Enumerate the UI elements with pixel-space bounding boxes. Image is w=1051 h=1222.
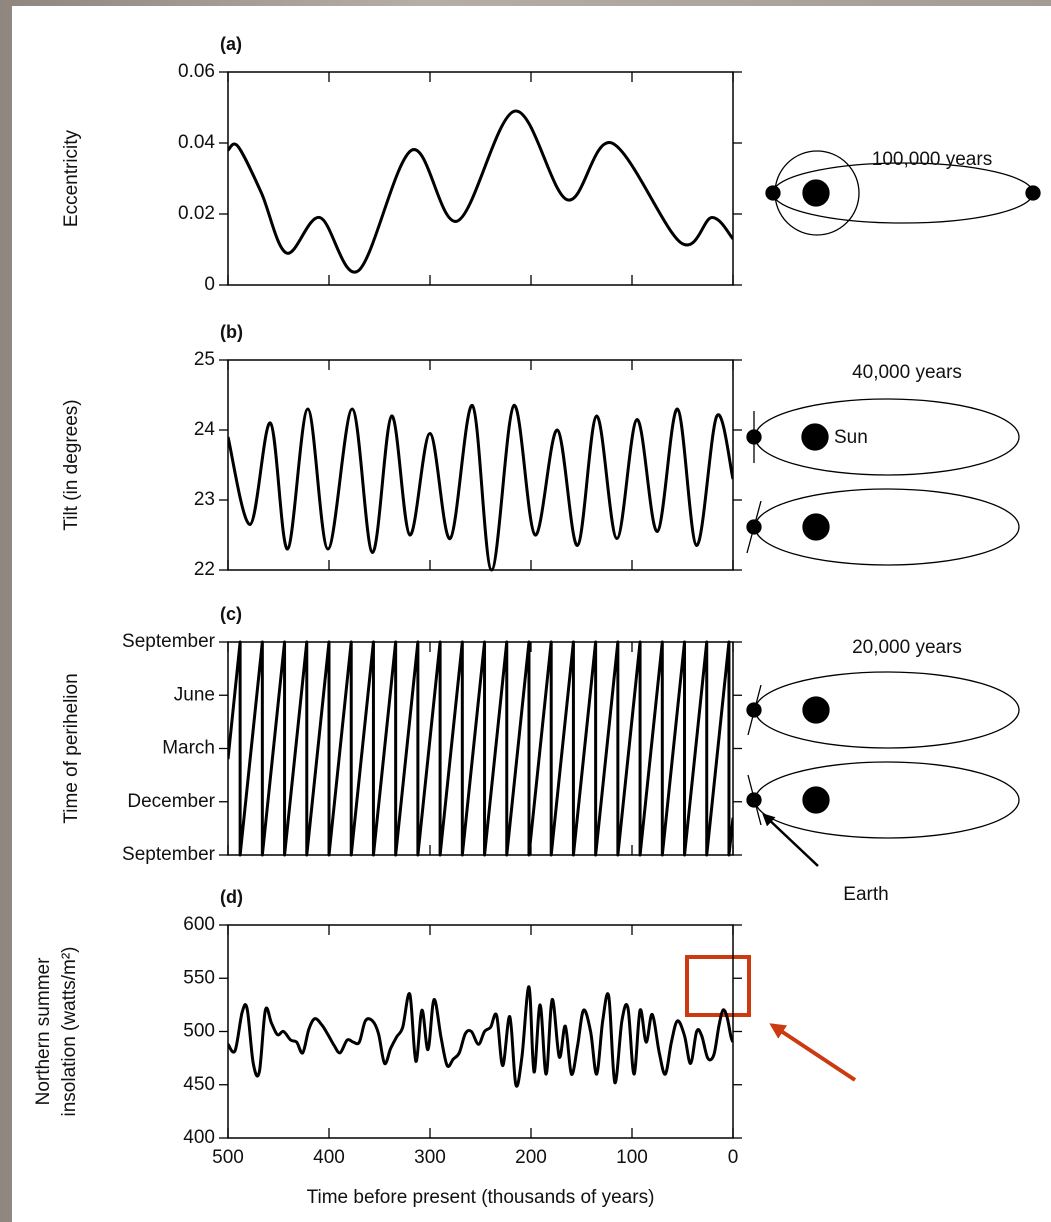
- panel-label: (c): [220, 604, 242, 624]
- y-axis-label: Eccentricity: [61, 129, 82, 227]
- x-tick-label: 500: [212, 1147, 244, 1168]
- annotation: Sun: [834, 427, 868, 448]
- y-tick-label: 25: [194, 349, 215, 370]
- plot-frame: [227, 359, 734, 571]
- highlight-arrow: [769, 1023, 857, 1082]
- data-line: [228, 403, 733, 572]
- annotation: 20,000 years: [852, 637, 962, 658]
- y-tick-label: 24: [194, 419, 216, 440]
- y-tick-label: 550: [183, 967, 215, 988]
- y-tick-label: September: [122, 631, 216, 652]
- x-axis-label: Time before present (thousands of years): [307, 1187, 655, 1208]
- y-tick-label: 450: [183, 1074, 215, 1095]
- x-tick-label: 400: [313, 1147, 345, 1168]
- annotation: 100,000 years: [872, 149, 992, 170]
- y-tick-label: 22: [194, 559, 215, 580]
- data-line: [228, 109, 733, 274]
- x-tick-label: 0: [728, 1147, 739, 1168]
- y-tick-label: 600: [183, 914, 215, 935]
- panel-label: (a): [220, 34, 242, 54]
- y-tick-label: 0.02: [178, 203, 215, 224]
- data-line: [228, 640, 733, 857]
- annotation: Earth: [843, 884, 888, 905]
- x-tick-label: 100: [616, 1147, 648, 1168]
- plot-frame: [227, 71, 734, 286]
- y-tick-label: 0.06: [178, 61, 215, 82]
- y-axis-label: Tilt (in degrees): [61, 399, 82, 530]
- y-axis-label: insolation (watts/m²): [59, 947, 80, 1117]
- y-tick-label: March: [162, 738, 215, 759]
- precession-diagram: [746, 671, 1020, 867]
- y-tick-label: December: [127, 791, 215, 812]
- y-tick-label: 23: [194, 489, 215, 510]
- tilt-diagram: [746, 398, 1020, 566]
- annotation: 40,000 years: [852, 362, 962, 383]
- plot-frame: [227, 924, 734, 1139]
- x-tick-label: 300: [414, 1147, 446, 1168]
- y-tick-label: 400: [183, 1127, 215, 1148]
- y-axis-label: Time of perihelion: [61, 673, 82, 823]
- eccentricity-diagram: [765, 150, 1041, 236]
- panel-label: (d): [220, 887, 243, 907]
- panel-label: (b): [220, 322, 243, 342]
- y-tick-label: 0: [204, 274, 215, 295]
- y-tick-label: 500: [183, 1021, 215, 1042]
- y-tick-label: 0.04: [178, 132, 215, 153]
- highlight-box: [685, 955, 751, 1017]
- y-tick-label: June: [174, 684, 215, 705]
- x-tick-label: 200: [515, 1147, 547, 1168]
- data-line: [228, 985, 733, 1088]
- y-tick-label: September: [122, 844, 216, 865]
- y-axis-label: Northern summer: [33, 957, 54, 1105]
